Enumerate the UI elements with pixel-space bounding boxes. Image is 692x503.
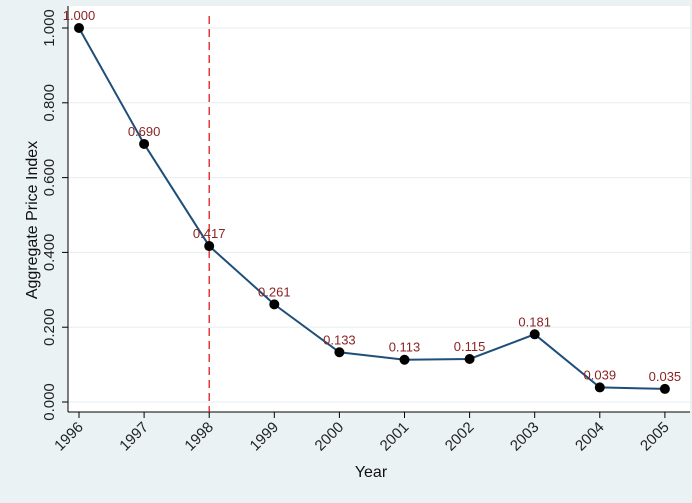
x-tick-label: 1999 [247,419,283,455]
y-tick-label: 1.000 [41,9,58,47]
data-point [399,354,410,365]
data-labels: 1.000 0.690 0.417 0.261 0.133 0.113 0.115 0.181… [63,8,681,384]
axes: 0.000 0.200 0.400 0.600 0.800 1.000 1996 1997 19… [41,6,690,454]
data-point [74,23,84,33]
gridlines [68,27,690,403]
data-label: 0.039 [584,367,617,382]
y-tick-label: 0.200 [41,308,58,346]
x-tick-label: 1997 [116,419,152,455]
data-label: 1.000 [63,8,96,23]
x-tick-label: 2002 [442,419,478,455]
data-label: 0.115 [454,339,486,354]
data-point [659,383,670,394]
x-tick-label: 2000 [312,419,348,455]
y-tick-label: 0.400 [41,234,58,272]
y-tick-label: 0.600 [41,159,58,197]
data-label: 0.113 [389,340,421,355]
x-tick-label: 2003 [507,419,543,455]
y-axis-title: Aggregate Price Index [24,141,41,299]
plot-area [68,6,690,412]
x-tick-label: 2005 [637,419,673,455]
data-point [529,329,540,340]
x-tick-label: 2004 [572,419,608,455]
data-label: 0.181 [518,314,551,329]
x-tick-label: 2001 [377,419,413,455]
data-point [464,353,475,364]
data-point [204,241,215,252]
x-tick-label: 1998 [181,419,217,455]
data-label: 0.261 [258,284,291,299]
x-axis-title: Year [355,464,388,481]
data-point [139,138,150,149]
data-point [594,382,605,393]
y-tick-label: 0.800 [41,84,58,122]
data-label: 0.035 [649,369,682,384]
series-line [78,27,665,390]
x-tick-label: 1996 [51,419,87,455]
series-group [74,23,670,394]
data-point [334,347,345,358]
data-label: 0.133 [323,332,356,347]
data-point [269,299,280,310]
data-label: 0.417 [193,226,226,241]
data-label: 0.690 [128,124,161,139]
y-tick-label: 0.000 [41,383,58,421]
